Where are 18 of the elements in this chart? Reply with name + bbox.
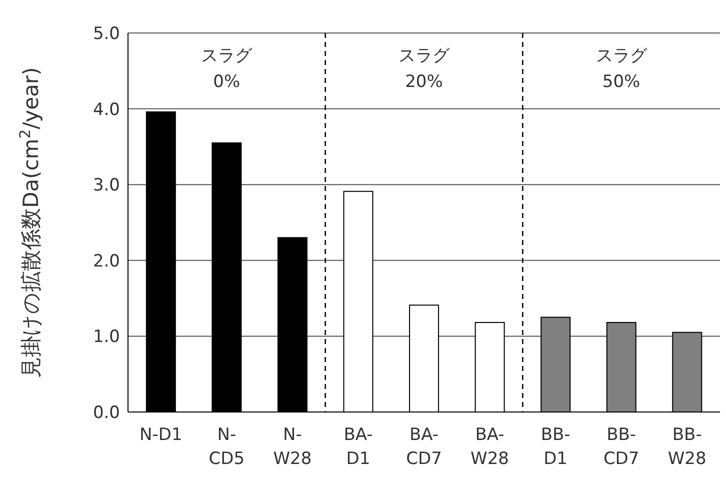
x-tick-label: BB- CD7 <box>603 425 640 469</box>
x-tick-label: N- W28 <box>273 425 312 469</box>
x-tick-label: BA- W28 <box>470 425 510 469</box>
x-tick-label: BA- CD7 <box>406 425 442 469</box>
y-tick-label: 2.0 <box>92 251 120 272</box>
x-tick-label: BB- W28 <box>668 425 706 469</box>
annotation: スラグ 20% <box>398 46 450 92</box>
y-tick-label: 4.0 <box>92 100 120 120</box>
y-tick-label: 5.0 <box>92 24 120 44</box>
y-tick-label: 1.0 <box>92 327 120 348</box>
y-tick-label: 0.0 <box>92 403 120 424</box>
annotation: スラグ 50% <box>596 46 648 92</box>
x-tick-label: N- CD5 <box>208 425 245 469</box>
x-tick-label: BB- D1 <box>540 425 570 469</box>
y-tick-label: 3.0 <box>92 176 120 196</box>
x-tick-label: BA- D1 <box>344 425 373 469</box>
x-tick-label: N-D1 <box>140 425 182 445</box>
annotation: スラグ 0% <box>201 46 254 92</box>
